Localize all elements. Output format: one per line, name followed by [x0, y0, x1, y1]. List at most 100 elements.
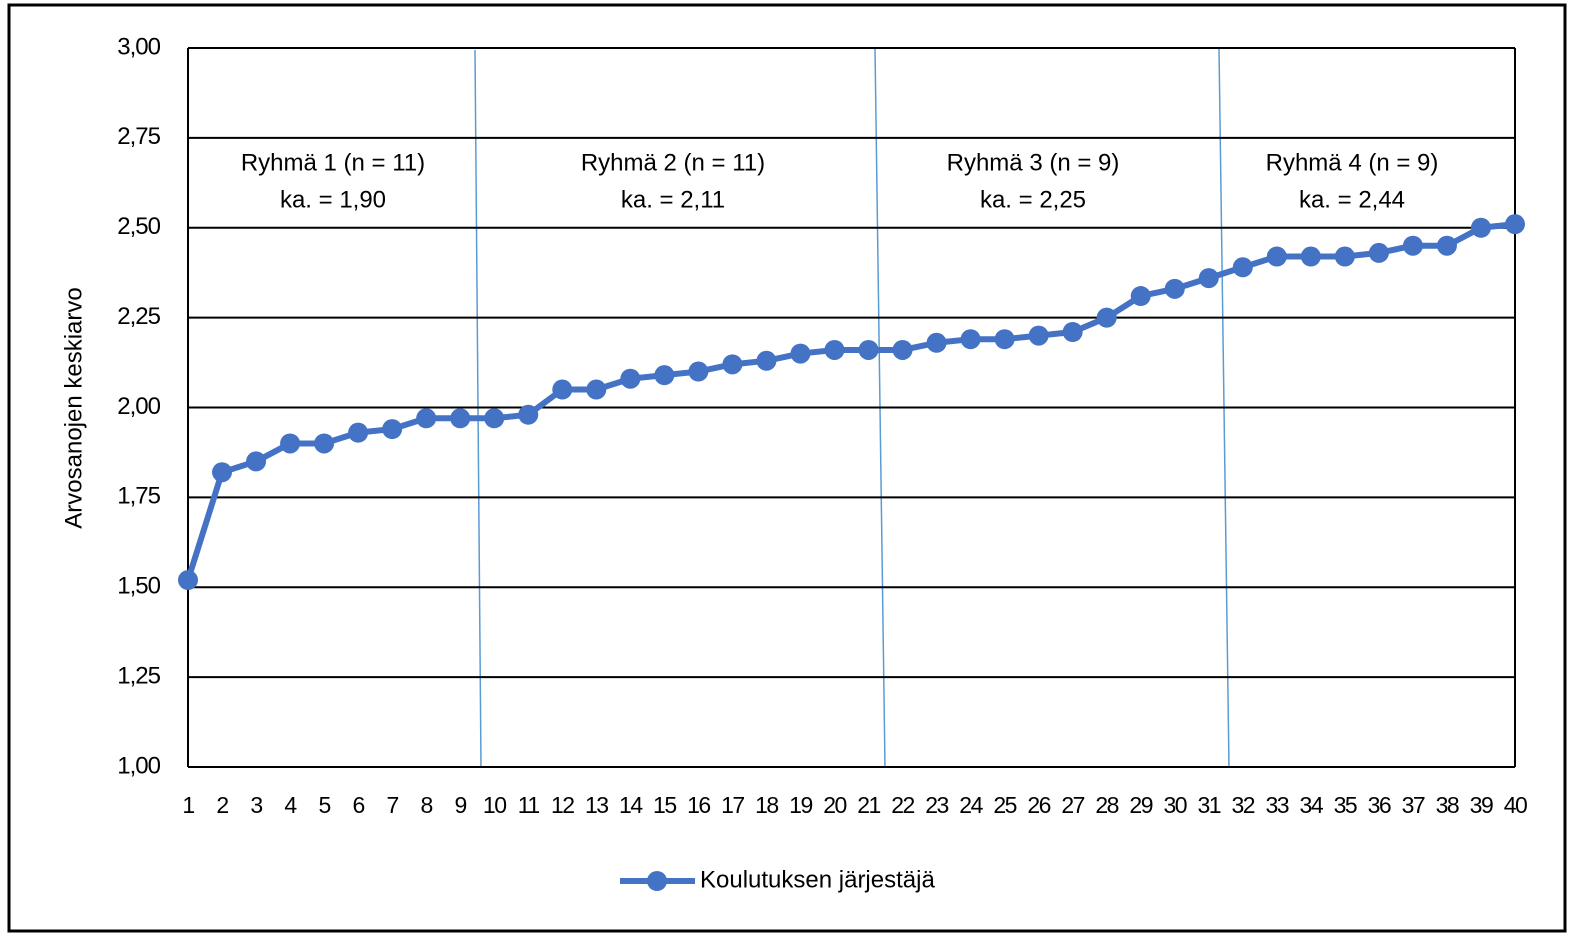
- x-tick-label: 6: [352, 792, 364, 818]
- marker: [450, 408, 471, 429]
- marker: [1334, 246, 1355, 267]
- marker: [688, 361, 709, 382]
- x-tick-label: 36: [1368, 792, 1391, 818]
- series-line: [185, 221, 1516, 581]
- x-tick-label: 38: [1436, 792, 1459, 818]
- y-tick-label: 2,00: [117, 393, 160, 420]
- x-tick-label: 11: [518, 792, 540, 818]
- annotation: Ryhmä 4 (n = 9): [1266, 149, 1439, 176]
- marker: [1402, 235, 1423, 256]
- x-tick-label: 24: [959, 792, 983, 818]
- marker: [1470, 217, 1491, 238]
- marker: [1368, 242, 1389, 263]
- annotation: ka. = 2,44: [1299, 186, 1405, 213]
- marker: [1164, 278, 1185, 299]
- marker: [1028, 325, 1049, 346]
- legend-label: Koulutuksen järjestäjä: [700, 866, 935, 893]
- x-tick-label: 25: [993, 792, 1016, 818]
- y-tick-label: 1,00: [117, 752, 160, 779]
- y-tick-label: 2,50: [117, 213, 160, 240]
- annotation: Ryhmä 3 (n = 9): [947, 149, 1120, 176]
- x-tick-label: 21: [857, 792, 880, 818]
- x-tick-label: 13: [585, 792, 608, 818]
- marker: [416, 408, 437, 429]
- x-tick-label: 37: [1402, 792, 1425, 818]
- x-tick-label: 34: [1300, 792, 1324, 818]
- marker: [552, 379, 573, 400]
- marker: [654, 365, 675, 386]
- x-tick-label: 12: [551, 792, 574, 818]
- marker: [1266, 246, 1287, 267]
- marker: [960, 329, 981, 350]
- x-tick-label: 29: [1129, 792, 1152, 818]
- annotation: ka. = 2,25: [980, 186, 1086, 213]
- x-tick-label: 23: [925, 792, 948, 818]
- marker: [722, 354, 743, 375]
- marker: [314, 433, 335, 454]
- legend-marker: [647, 871, 667, 891]
- marker: [1232, 257, 1253, 278]
- marker: [212, 462, 233, 483]
- marker: [858, 339, 879, 360]
- y-tick-label: 2,25: [117, 303, 160, 330]
- x-tick-label: 9: [455, 792, 467, 818]
- y-tick-label: 1,75: [117, 483, 160, 510]
- x-tick-label: 4: [284, 792, 297, 818]
- marker: [1062, 322, 1083, 343]
- y-tick-label: 2,75: [117, 123, 160, 150]
- x-tick-label: 18: [755, 792, 778, 818]
- marker: [1096, 307, 1117, 328]
- x-tick-label: 26: [1027, 792, 1050, 818]
- marker: [518, 404, 539, 425]
- marker: [1130, 286, 1151, 307]
- x-tick-label: 8: [421, 792, 433, 818]
- x-tick-label: 1: [182, 792, 194, 818]
- x-tick-label: 35: [1334, 792, 1357, 818]
- x-tick-label: 16: [687, 792, 710, 818]
- x-tick-label: 19: [789, 792, 812, 818]
- marker: [484, 408, 505, 429]
- x-tick-label: 14: [619, 792, 643, 818]
- x-tick-label: 31: [1197, 792, 1220, 818]
- x-tick-label: 28: [1095, 792, 1118, 818]
- x-tick-label: 30: [1163, 792, 1186, 818]
- y-tick-label: 1,25: [117, 662, 160, 689]
- annotation: Ryhmä 2 (n = 11): [581, 149, 765, 176]
- x-tick-label: 3: [250, 792, 262, 818]
- x-tick-label: 20: [823, 792, 846, 818]
- marker: [586, 379, 607, 400]
- x-tick-label: 39: [1470, 792, 1493, 818]
- x-tick-label: 5: [318, 792, 330, 818]
- marker: [1300, 246, 1321, 267]
- y-tick-label: 1,50: [117, 573, 160, 600]
- x-tick-label: 10: [483, 792, 506, 818]
- marker: [926, 332, 947, 353]
- y-axis-label: Arvosanojen keskiarvo: [60, 287, 87, 528]
- x-tick-label: 27: [1061, 792, 1084, 818]
- marker: [1198, 268, 1219, 289]
- marker: [178, 570, 198, 591]
- x-tick-label: 32: [1231, 792, 1254, 818]
- x-tick-label: 33: [1266, 792, 1289, 818]
- x-tick-label: 15: [653, 792, 676, 818]
- x-tick-label: 2: [216, 792, 228, 818]
- annotation: ka. = 1,90: [280, 186, 386, 213]
- marker: [892, 339, 913, 360]
- x-tick-label: 22: [891, 792, 914, 818]
- marker: [1505, 214, 1525, 235]
- x-tick-label: 17: [721, 792, 744, 818]
- marker: [824, 339, 845, 360]
- marker: [620, 368, 641, 389]
- annotation: Ryhmä 1 (n = 11): [241, 149, 425, 176]
- marker: [994, 329, 1015, 350]
- marker: [246, 451, 267, 472]
- y-tick-label: 3,00: [117, 33, 160, 60]
- marker: [348, 422, 369, 443]
- annotation: ka. = 2,11: [621, 186, 725, 213]
- frame: [7, 3, 1567, 933]
- marker: [790, 343, 811, 364]
- x-tick-label: 7: [387, 792, 399, 818]
- x-tick-label: 40: [1504, 792, 1527, 818]
- marker: [756, 350, 777, 371]
